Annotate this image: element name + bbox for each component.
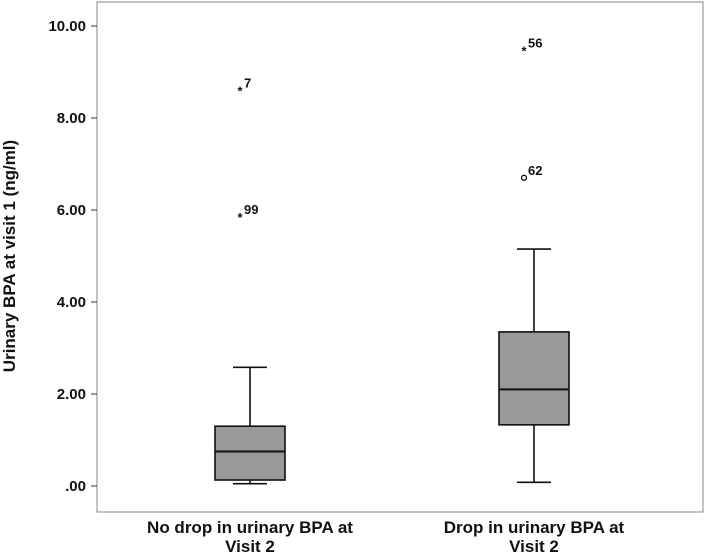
- outlier-star-marker: *: [521, 43, 527, 58]
- plot-frame: [96, 1, 704, 513]
- y-tick-label: 6.00: [57, 202, 86, 219]
- outlier-point: *7: [237, 75, 251, 98]
- outlier-star-marker: *: [237, 83, 243, 98]
- outlier-star-marker: *: [237, 210, 243, 225]
- iqr-box: [214, 425, 286, 481]
- outlier-point: *99: [237, 202, 258, 225]
- y-tick-label: 8.00: [57, 110, 86, 127]
- outlier-label: 7: [244, 75, 251, 90]
- outlier-label: 99: [244, 202, 258, 217]
- outlier-label: 62: [528, 163, 542, 178]
- box-plot-1: [214, 366, 286, 485]
- outlier-circle-marker: [520, 174, 528, 181]
- outlier-point: 62: [520, 163, 542, 181]
- box-plot-2: [498, 248, 570, 484]
- y-axis-title: Urinary BPA at visit 1 (ng/ml): [0, 140, 19, 372]
- outlier-label: 56: [528, 35, 542, 50]
- y-tick-label: 4.00: [57, 294, 86, 311]
- x-category-label: Drop in urinary BPA at Visit 2: [444, 518, 625, 555]
- x-category-label: No drop in urinary BPA at Visit 2: [147, 518, 353, 555]
- y-tick-label: .00: [65, 478, 86, 495]
- iqr-box: [498, 331, 570, 426]
- outlier-point: *56: [521, 35, 542, 58]
- y-tick-label: 2.00: [57, 386, 86, 403]
- y-tick-label: 10.00: [48, 18, 86, 35]
